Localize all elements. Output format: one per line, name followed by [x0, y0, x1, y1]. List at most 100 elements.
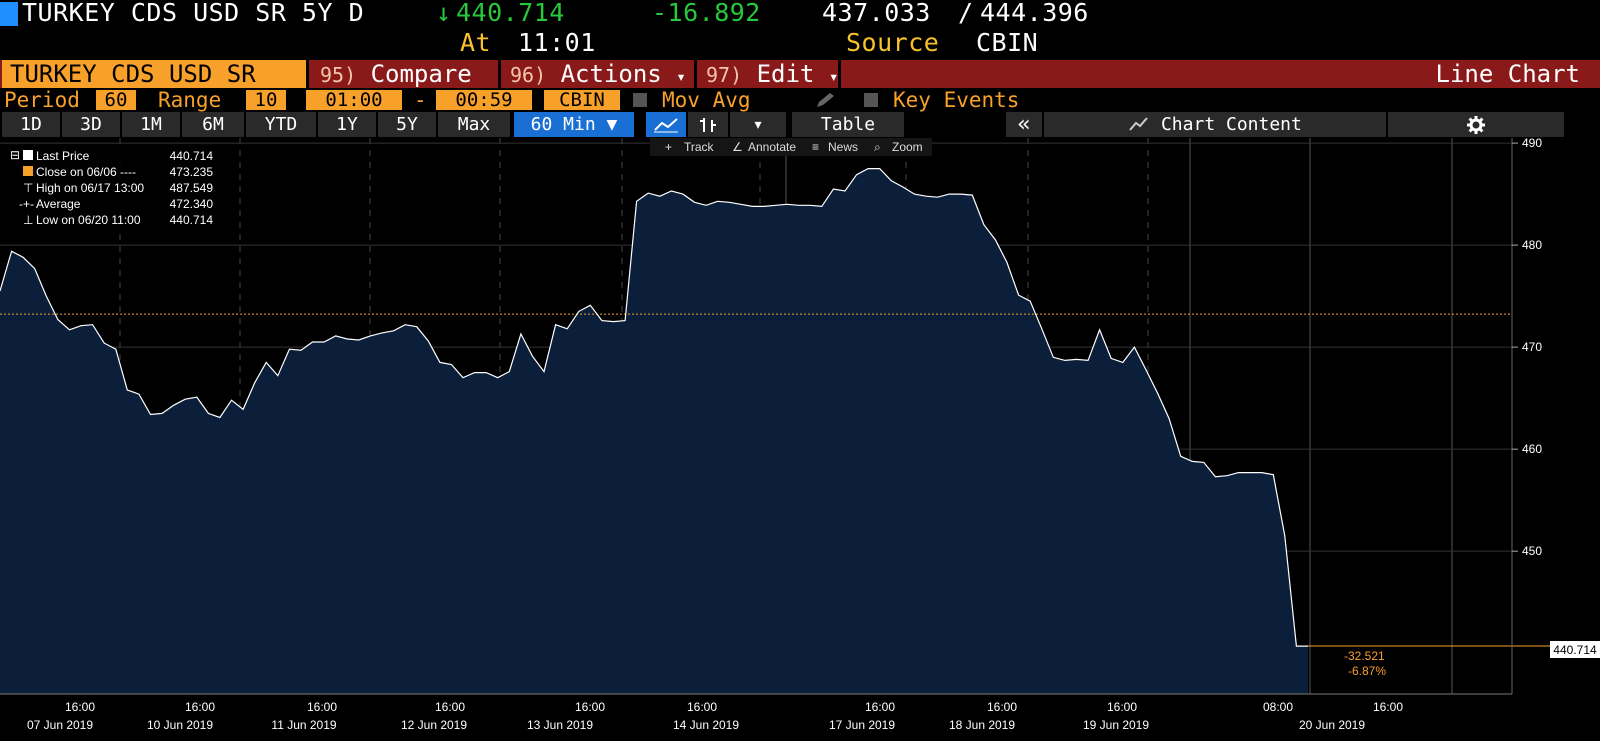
compare-label: Compare — [370, 60, 472, 88]
chart-subtoolbar: + Track ∠ Annotate ≡ News ⌕ Zoom — [650, 138, 932, 156]
x-tick-label: 16:00 — [65, 700, 95, 714]
legend-high-label: High on 06/17 13:00 — [36, 181, 144, 195]
actions-label: Actions — [560, 60, 662, 88]
collapse-icon[interactable]: « — [1006, 112, 1042, 137]
y-tick-label: 470 — [1522, 340, 1542, 354]
key-events-label: Key Events — [893, 88, 1020, 112]
price-slash: / — [958, 0, 974, 27]
edit-menu[interactable]: 97) Edit ▾ — [706, 60, 838, 88]
edit-caret-icon: ▾ — [828, 67, 839, 86]
command-bar: TURKEY CDS USD SR 95) Compare 96) Action… — [0, 60, 1600, 88]
range-ytd-button[interactable]: YTD — [246, 112, 316, 137]
bar-chart-icon[interactable] — [688, 112, 728, 137]
x-tick-label: 16:00 — [865, 700, 895, 714]
legend: ⊟ Last Price 440.714 Close on 06/06 ----… — [8, 148, 216, 234]
zoom-button[interactable]: Zoom — [892, 140, 923, 154]
x-date-label: 14 Jun 2019 — [673, 718, 739, 732]
track-button[interactable]: Track — [684, 140, 715, 154]
price-chart[interactable]: 490 480 470 460 450 16:00 07 Jun 2019 16:00 10 … — [0, 138, 1600, 741]
y-tick-label: 450 — [1522, 544, 1542, 558]
time-source-row: At 11:01 Source CBIN — [0, 0, 1600, 60]
legend-close-value: 473.235 — [170, 165, 214, 179]
table-button[interactable]: Table — [792, 112, 904, 137]
x-axis: 16:00 07 Jun 2019 16:00 10 Jun 2019 16:00 11 … — [0, 693, 1512, 732]
end-time-input[interactable]: 00:59 — [436, 90, 532, 110]
range-max-button[interactable]: Max — [438, 112, 510, 137]
start-time-input[interactable]: 01:00 — [306, 90, 402, 110]
ask-price: 444.396 — [980, 0, 1089, 27]
key-events-checkbox[interactable] — [864, 93, 878, 107]
legend-high-value: 487.549 — [170, 181, 214, 195]
change-abs-label: -32.521 — [1344, 649, 1385, 663]
x-date-label: 13 Jun 2019 — [527, 718, 593, 732]
y-tick-label: 480 — [1522, 238, 1542, 252]
x-date-label: 19 Jun 2019 — [1083, 718, 1149, 732]
x-date-label: 20 Jun 2019 — [1299, 718, 1365, 732]
line-chart-icon[interactable] — [646, 112, 686, 137]
actions-caret-icon: ▾ — [676, 67, 686, 86]
edit-num: 97) — [706, 63, 743, 87]
ticker-row: TURKEY CDS USD SR 5Y D ↓ 440.714 -16.892… — [0, 0, 1600, 30]
legend-close-label: Close on 06/06 ---- — [36, 165, 136, 179]
ticker-marker — [0, 2, 18, 26]
down-arrow-icon: ↓ — [436, 0, 452, 27]
source-label: Source — [846, 28, 940, 57]
legend-last-value: 440.714 — [170, 149, 214, 163]
range-1y-button[interactable]: 1Y — [318, 112, 376, 137]
chart-type-title: Line Chart — [1435, 60, 1581, 88]
y-tick-label: 490 — [1522, 138, 1542, 150]
range-1d-button[interactable]: 1D — [2, 112, 60, 137]
range-6m-button[interactable]: 6M — [182, 112, 244, 137]
range-input[interactable]: 10 — [246, 90, 286, 110]
x-date-label: 07 Jun 2019 — [27, 718, 93, 732]
period-input[interactable]: 60 — [96, 90, 136, 110]
source-input[interactable]: CBIN — [544, 90, 620, 110]
legend-average-icon: -+- — [19, 197, 34, 211]
news-button[interactable]: News — [828, 140, 858, 154]
period-label: Period — [4, 88, 80, 112]
price-line — [0, 168, 1308, 647]
x-tick-label: 16:00 — [185, 700, 215, 714]
legend-low-icon: ⊥ — [23, 213, 33, 227]
track-icon[interactable]: + — [665, 140, 672, 154]
legend-average-value: 472.340 — [170, 197, 214, 211]
legend-last-label: Last Price — [36, 149, 90, 163]
news-icon[interactable]: ≡ — [812, 140, 819, 154]
range-5y-button[interactable]: 5Y — [378, 112, 436, 137]
change-pct-label: -6.87% — [1348, 664, 1386, 678]
chart-style-caret-icon[interactable]: ▾ — [730, 112, 786, 137]
edit-label: Edit — [756, 60, 815, 88]
x-tick-label: 16:00 — [1107, 700, 1137, 714]
source-value: CBIN — [976, 28, 1039, 57]
chart-content-button[interactable]: Chart Content — [1044, 112, 1386, 137]
annotate-icon[interactable]: ∠ — [732, 140, 743, 154]
actions-num: 96) — [510, 63, 547, 87]
legend-high-icon: ⊤ — [23, 181, 33, 195]
pencil-icon[interactable] — [814, 91, 838, 109]
settings-gear-icon[interactable] — [1388, 112, 1564, 137]
mov-avg-checkbox[interactable] — [633, 93, 647, 107]
x-tick-label: 16:00 — [1373, 700, 1403, 714]
mov-avg-label: Mov Avg — [662, 88, 751, 112]
x-tick-label: 16:00 — [307, 700, 337, 714]
x-tick-label: 08:00 — [1263, 700, 1293, 714]
legend-low-value: 440.714 — [170, 213, 214, 227]
x-date-label: 11 Jun 2019 — [271, 718, 336, 732]
range-3d-button[interactable]: 3D — [62, 112, 120, 137]
x-date-label: 18 Jun 2019 — [949, 718, 1015, 732]
interval-dropdown[interactable]: 60 Min ▼ — [514, 112, 634, 137]
range-1m-button[interactable]: 1M — [122, 112, 180, 137]
actions-menu[interactable]: 96) Actions ▾ — [510, 60, 686, 88]
range-label: Range — [158, 88, 222, 112]
time-dash: - — [414, 88, 427, 112]
compare-button[interactable]: 95) Compare — [320, 60, 472, 88]
last-price-tag — [1550, 641, 1600, 658]
x-date-label: 17 Jun 2019 — [829, 718, 895, 732]
x-tick-label: 16:00 — [987, 700, 1017, 714]
annotate-button[interactable]: Annotate — [748, 140, 796, 154]
x-date-label: 12 Jun 2019 — [401, 718, 467, 732]
ticker-input[interactable]: TURKEY CDS USD SR — [2, 60, 306, 88]
legend-collapse-icon[interactable]: ⊟ — [10, 148, 20, 162]
zoom-icon[interactable]: ⌕ — [874, 140, 881, 154]
bid-price: 437.033 — [822, 0, 931, 27]
